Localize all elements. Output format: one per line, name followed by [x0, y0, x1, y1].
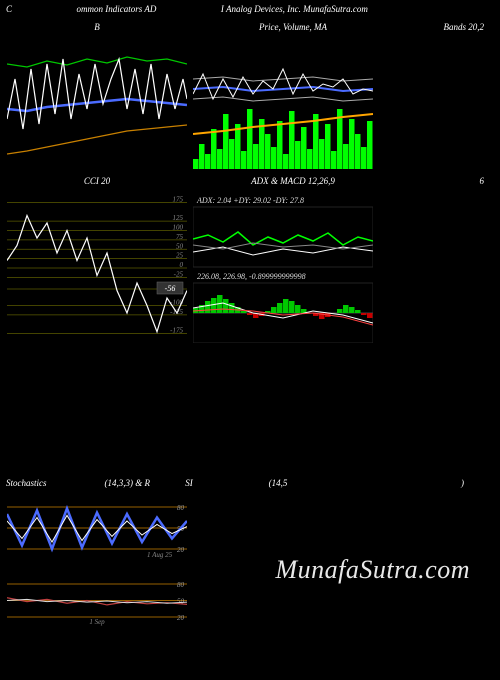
stoch-label-d: (14,5 — [228, 478, 328, 488]
svg-text:25: 25 — [176, 252, 184, 260]
header-left: C — [6, 4, 12, 14]
svg-text:175: 175 — [173, 195, 184, 203]
adx-macd-title: ADX & MACD 12,26,9 — [202, 174, 394, 188]
price-ma-title: Price, Volume, MA — [202, 20, 394, 34]
adx-right: 6 — [398, 174, 494, 188]
svg-text:-25: -25 — [174, 270, 184, 278]
price-ma-panel — [192, 38, 374, 170]
page-header: C ommon Indicators AD I Analog Devices, … — [0, 0, 500, 18]
svg-text:20: 20 — [177, 614, 185, 622]
header-mid2: I Analog Devices, Inc. MunafaSutra.com — [221, 4, 368, 14]
svg-text:20: 20 — [177, 546, 185, 554]
svg-text:1 Sep: 1 Sep — [89, 618, 105, 626]
header-mid1: ommon Indicators AD — [77, 4, 157, 14]
price-ma-chart — [193, 39, 373, 169]
svg-text:-56: -56 — [165, 284, 176, 293]
cci-chart: 1751251007550250-25-56-100-125-175-56 — [7, 193, 187, 343]
svg-text:226.08, 226.98, -0.899999999: 226.08, 226.98, -0.899999999998 — [197, 272, 306, 281]
svg-text:ADX: 2.04 +DY: 29.02 -DY: 2: ADX: 2.04 +DY: 29.02 -DY: 27.8 — [196, 196, 304, 205]
svg-text:0: 0 — [180, 261, 184, 269]
svg-text:75: 75 — [176, 233, 184, 241]
svg-text:50: 50 — [176, 242, 184, 250]
watermark: MunafaSutra.com — [275, 555, 470, 585]
bb-chart — [7, 39, 187, 169]
stoch-label-a: Stochastics — [6, 478, 46, 488]
bb-title: B — [6, 20, 198, 34]
svg-text:100: 100 — [173, 224, 184, 232]
bands-title: Bands 20,2 — [398, 20, 494, 34]
stoch-chart: 8050201 Aug 25 — [7, 493, 187, 563]
svg-text:1 Aug 25: 1 Aug 25 — [147, 551, 173, 559]
stoch-label-b: (14,3,3) & R — [50, 478, 150, 488]
cci-panel: 1751251007550250-25-56-100-125-175-56 — [6, 192, 188, 344]
stoch-label-e: ) — [332, 478, 494, 488]
stoch-panel: 8050201 Aug 25 — [6, 492, 188, 564]
adx-macd-chart: ADX: 2.04 +DY: 29.02 -DY: 27.8226.08, 22… — [193, 193, 373, 343]
svg-text:125: 125 — [173, 214, 184, 222]
rsi-panel: 8050201 Sep — [6, 572, 188, 629]
cci-title: CCI 20 — [6, 174, 198, 188]
stoch-label-c: SI — [154, 478, 224, 488]
rsi-chart: 8050201 Sep — [7, 573, 187, 628]
svg-text:-175: -175 — [170, 327, 183, 335]
svg-text:80: 80 — [177, 581, 185, 589]
adx-macd-panel: ADX: 2.04 +DY: 29.02 -DY: 27.8226.08, 22… — [192, 192, 374, 344]
svg-text:80: 80 — [177, 504, 185, 512]
bb-panel — [6, 38, 188, 170]
